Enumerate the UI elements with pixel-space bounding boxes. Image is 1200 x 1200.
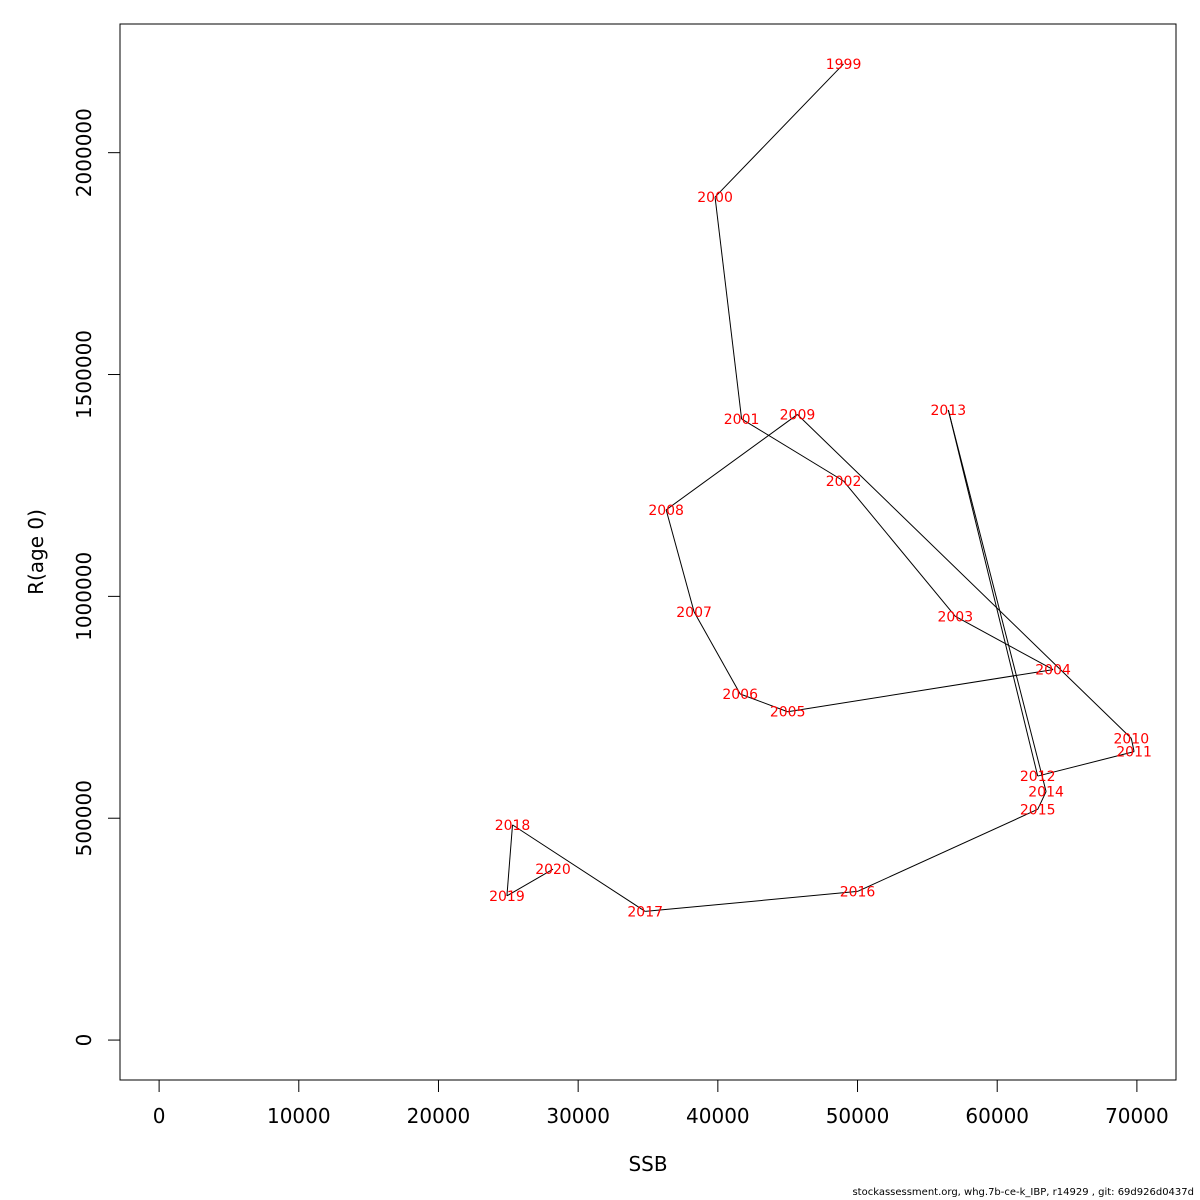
x-tick-label: 70000 [1105, 1104, 1169, 1128]
year-label-1999: 1999 [826, 57, 862, 73]
sr-segment-2016-2017 [645, 890, 858, 912]
year-label-2013: 2013 [930, 403, 966, 419]
sr-segment-2004-2005 [787, 669, 1054, 713]
year-label-2008: 2008 [648, 503, 684, 519]
x-tick-label: 20000 [407, 1104, 471, 1128]
sr-segment-2009-2010 [797, 414, 1132, 739]
x-tick-label: 40000 [686, 1104, 750, 1128]
x-axis: 0 10000 20000 30000 40000 50000 60000 70000 [153, 1079, 1169, 1128]
sr-segment-2011-2012 [1037, 751, 1135, 777]
x-tick-label: 0 [153, 1104, 166, 1128]
sr-segment-2002-2003 [843, 480, 956, 617]
year-label-2003: 2003 [937, 609, 973, 625]
sr-segment-2007-2008 [665, 509, 695, 613]
year-label-2012: 2012 [1020, 769, 1056, 785]
sr-segment-2000-2001 [714, 196, 743, 419]
y-axis: 0 500000 1000000 1500000 2000000 [72, 108, 121, 1047]
y-tick-label: 500000 [72, 780, 96, 856]
sr-segment-2012-2013 [947, 409, 1039, 777]
sr-segment-2003-2004 [955, 615, 1054, 671]
year-label-2002: 2002 [826, 474, 862, 490]
year-label-2016: 2016 [840, 884, 876, 900]
y-tick-label: 2000000 [72, 108, 96, 197]
x-tick-label: 50000 [826, 1104, 890, 1128]
year-label-2015: 2015 [1020, 802, 1056, 818]
y-tick-label: 1500000 [72, 330, 96, 419]
year-label-2019: 2019 [489, 889, 525, 905]
sr-segment-1999-2000 [714, 63, 844, 198]
y-axis-title: R(age 0) [24, 509, 48, 595]
year-label-2017: 2017 [627, 904, 663, 920]
footer-credit: stockassessment.org, whg.7b-ce-k_IBP, r1… [852, 1187, 1194, 1198]
x-axis-title: SSB [628, 1152, 667, 1176]
year-labels: 1999 2000 2001 2002 2003 2004 2005 2006 2007 2008… [489, 57, 1152, 920]
sr-series [506, 63, 1135, 912]
x-tick-label: 10000 [267, 1104, 331, 1128]
sr-segment-2019-2020 [506, 868, 554, 897]
sr-segment-2017-2018 [512, 824, 646, 912]
sr-segment-2005-2006 [740, 693, 788, 713]
x-tick-label: 30000 [546, 1104, 610, 1128]
sr-segment-2008-2009 [665, 414, 798, 511]
year-label-2006: 2006 [722, 687, 758, 703]
sr-segment-2015-2016 [857, 808, 1038, 892]
year-label-2009: 2009 [780, 407, 816, 423]
year-label-2007: 2007 [676, 605, 712, 621]
year-label-2001: 2001 [724, 412, 760, 428]
year-label-2000: 2000 [697, 190, 733, 206]
sr-segment-2001-2002 [741, 418, 844, 482]
sr-segment-2006-2007 [693, 611, 741, 695]
y-tick-label: 1000000 [72, 552, 96, 641]
year-label-2020: 2020 [535, 862, 571, 878]
year-label-2004: 2004 [1035, 663, 1071, 679]
year-label-2010: 2010 [1113, 731, 1149, 747]
year-label-2014: 2014 [1028, 785, 1064, 801]
sr-segment-2014-2015 [1037, 791, 1047, 810]
sr-segment-2010-2011 [1130, 738, 1135, 752]
x-tick-label: 60000 [965, 1104, 1029, 1128]
year-label-2005: 2005 [770, 705, 806, 721]
y-tick-label: 0 [72, 1034, 96, 1047]
sr-segment-2013-2014 [947, 409, 1047, 792]
plot-box [119, 23, 1177, 1081]
year-label-2011: 2011 [1116, 745, 1152, 761]
sr-segment-2018-2019 [506, 824, 514, 896]
year-label-2018: 2018 [495, 818, 531, 834]
